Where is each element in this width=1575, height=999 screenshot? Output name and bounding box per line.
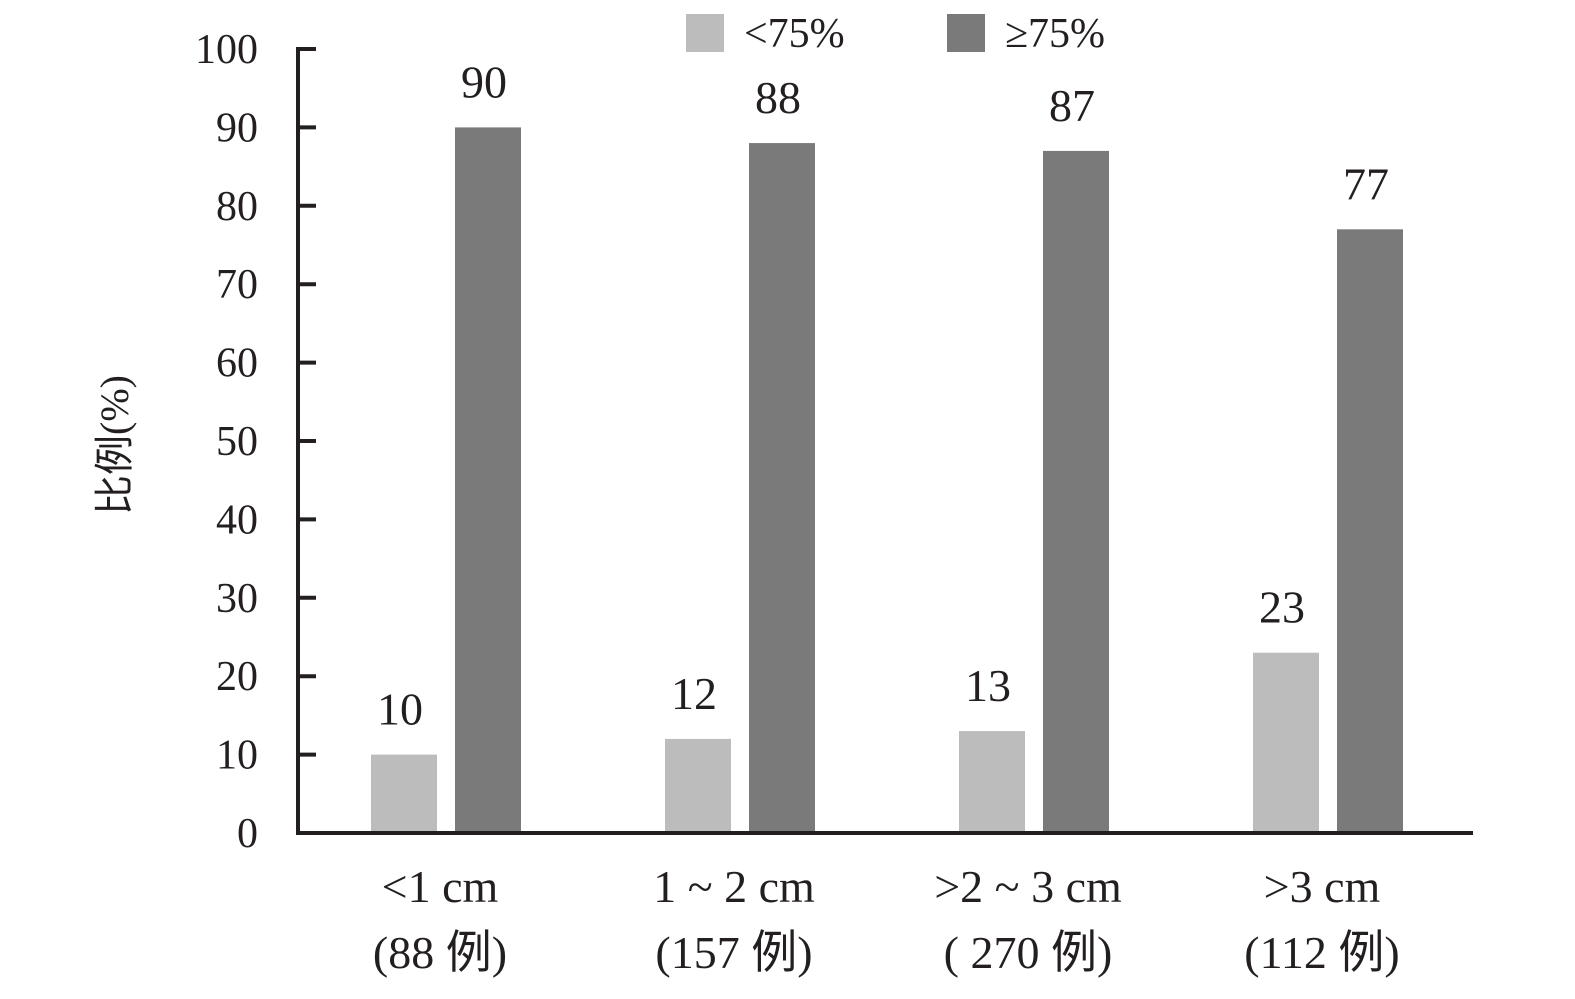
legend-label: ≥75% (1005, 11, 1105, 57)
x-category-label: 1 ~ 2 cm (653, 861, 815, 912)
bar-below-75 (371, 754, 437, 833)
x-category-count-label: (88 例) (373, 927, 507, 978)
data-labels: 10 12 13 23 90 88 87 77 (377, 56, 1389, 734)
legend-swatch (947, 14, 985, 52)
x-category-label: >3 cm (1264, 861, 1381, 912)
x-category-label: <1 cm (382, 861, 499, 912)
x-axis-labels: <1 cm (88 例) 1 ~ 2 cm (157 例) >2 ~ 3 cm ( 270… (373, 861, 1400, 978)
y-tick-label: 80 (216, 184, 258, 230)
axes (296, 47, 1473, 835)
x-category-label: >2 ~ 3 cm (934, 861, 1122, 912)
x-category-count-label: (112 例) (1244, 927, 1399, 978)
bars (371, 127, 1403, 834)
data-label: 13 (965, 660, 1011, 711)
y-tick-label: 50 (216, 419, 258, 465)
bar-above-75 (749, 143, 815, 833)
data-label: 12 (671, 668, 717, 719)
data-label: 23 (1259, 582, 1305, 633)
data-label: 90 (461, 56, 507, 107)
y-tick-label: 0 (237, 811, 258, 857)
x-category-count-label: ( 270 例) (944, 927, 1113, 978)
bar-below-75 (1253, 652, 1319, 833)
bar-below-75 (959, 731, 1025, 833)
data-label: 77 (1343, 158, 1389, 209)
y-tick-label: 60 (216, 341, 258, 387)
y-axis-title: 比例(%) (92, 375, 137, 515)
y-tick-label: 70 (216, 262, 258, 308)
y-tick-label: 20 (216, 654, 258, 700)
bar-below-75 (665, 738, 731, 833)
y-tick-label: 90 (216, 105, 258, 151)
bar-above-75 (1043, 150, 1109, 834)
legend-swatch (686, 14, 724, 52)
y-tick-label: 40 (216, 497, 258, 543)
y-tick-label: 30 (216, 576, 258, 622)
x-category-count-label: (157 例) (655, 927, 812, 978)
bar-above-75 (1337, 229, 1403, 833)
bar-above-75 (455, 127, 521, 833)
data-label: 10 (377, 684, 423, 735)
y-tick-label: 100 (195, 27, 258, 73)
legend-label: <75% (744, 11, 845, 57)
y-axis-ticks: 0 10 20 30 40 50 60 70 80 90 100 (195, 27, 316, 857)
legend: <75% ≥75% (686, 11, 1105, 57)
y-axis-title-group: 比例(%) (92, 375, 137, 515)
data-label: 88 (755, 72, 801, 123)
y-tick-label: 10 (216, 733, 258, 779)
data-label: 87 (1049, 80, 1095, 131)
